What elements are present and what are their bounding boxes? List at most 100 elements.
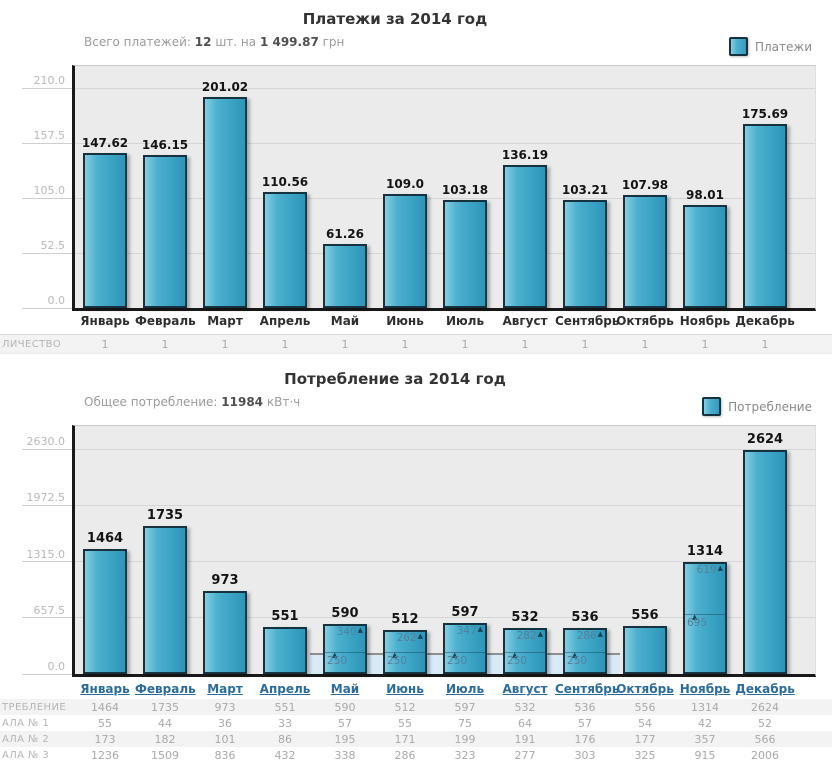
legend-swatch-icon <box>702 397 722 416</box>
table-cell: 277 <box>514 748 536 762</box>
gridline <box>75 197 815 199</box>
x-axis-labels-payments: Январь Февраль Март Апрель Май Июнь Июль Август… <box>75 314 795 330</box>
bar-value-label: 1464 <box>86 531 124 546</box>
month-links-row: Январь Февраль Март Апрель Май Июнь Июль Август… <box>75 679 795 699</box>
bar-Май <box>323 244 367 308</box>
segment-lower-value: 250 <box>507 655 528 667</box>
x-label-Июнь: Июнь <box>386 314 424 328</box>
bar-Январь <box>83 153 127 308</box>
month-link-Апрель[interactable]: Апрель <box>259 682 311 696</box>
x-label-Май: Май <box>330 314 360 328</box>
table-cell: 303 <box>574 748 596 762</box>
bar-Октябрь <box>623 195 667 308</box>
chart-subtitle-payments: Всего платежей: 12 шт. на 1 499.87 грн <box>84 35 345 49</box>
chart-subtitle-consumption: Общее потребление: 11984 кВт·ч <box>84 395 301 409</box>
y-tick-label: 0.0 <box>47 660 66 673</box>
month-link-Октябрь[interactable]: Октябрь <box>616 682 674 696</box>
table-cell: 357 <box>694 732 716 746</box>
count-cell: 1 <box>161 337 169 351</box>
bar-value-label: 556 <box>631 608 659 623</box>
gridline <box>22 197 72 199</box>
bar-value-label: 2624 <box>746 432 784 447</box>
gridline <box>22 561 72 562</box>
table-cell: 191 <box>514 732 536 746</box>
count-cell: 1 <box>401 337 409 351</box>
count-cell: 1 <box>521 337 529 351</box>
y-tick-label: 157.5 <box>33 129 66 142</box>
table-cell: 57 <box>338 716 352 730</box>
bar-Июль <box>443 200 487 308</box>
bar-Февраль <box>143 155 187 308</box>
gridline <box>22 617 72 619</box>
month-link-Март[interactable]: Март <box>207 682 243 696</box>
gridline <box>22 504 72 506</box>
bar-value-label: 146.15 <box>141 138 189 152</box>
table-cell: 173 <box>94 732 116 746</box>
table-cell: 57 <box>578 716 592 730</box>
payments-count-row: ЛИЧЕСТВО 1 1 1 1 1 1 1 1 1 1 1 1 <box>0 334 832 354</box>
y-tick-label: 52.5 <box>40 239 66 252</box>
consumption-chart-section: Потребление за 2014 год Общее потреблени… <box>0 354 832 763</box>
table-cell: 1464 <box>91 700 119 714</box>
table-row-label: АЛА № 1 <box>2 717 50 729</box>
month-link-Август[interactable]: Август <box>502 682 548 696</box>
x-label-Сентябрь: Сентябрь <box>555 314 620 328</box>
bar-Июнь: 262 ▲ ▲ 250 <box>383 630 427 674</box>
month-link-Декабрь[interactable]: Декабрь <box>735 682 795 696</box>
month-link-Июль[interactable]: Июль <box>445 682 485 696</box>
table-cell: 1314 <box>691 700 719 714</box>
count-cell: 1 <box>581 337 589 351</box>
bar-value-label: 590 <box>331 606 359 621</box>
table-cell: 536 <box>574 700 596 714</box>
bar-value-label: 201.02 <box>201 80 249 94</box>
segment-marker-icon: ▲ <box>692 613 698 621</box>
gridline <box>75 87 815 89</box>
table-cell: 55 <box>98 716 112 730</box>
bar-Февраль <box>143 526 187 674</box>
x-label-Декабрь: Декабрь <box>735 314 795 328</box>
month-link-Январь[interactable]: Январь <box>80 682 130 696</box>
bar-Май: 340 ▲ ▲ 250 <box>323 624 367 674</box>
y-tick-label: 0.0 <box>47 294 66 307</box>
table-cell: 512 <box>394 700 416 714</box>
bar-value-label: 532 <box>511 610 539 625</box>
chart-title-consumption: Потребление за 2014 год <box>284 370 506 388</box>
segment-lower-value: 250 <box>567 655 588 667</box>
y-tick-label: 1315.0 <box>26 547 66 561</box>
y-tick-label: 657.5 <box>33 603 66 617</box>
segment-lower-value: 250 <box>327 655 348 667</box>
count-cell: 1 <box>101 337 109 351</box>
bar-Декабрь <box>743 450 787 674</box>
table-row: АЛА № 3 1236 1509 836 432 338 286 323 277 303 325 9… <box>0 747 832 763</box>
table-cell: 33 <box>278 716 292 730</box>
count-cell: 1 <box>641 337 649 351</box>
bar-value-label: 1314 <box>686 544 724 559</box>
table-cell: 915 <box>694 748 716 762</box>
gridline <box>22 307 72 309</box>
x-label-Октябрь: Октябрь <box>616 314 674 328</box>
segment-marker-icon: ▲ <box>512 651 518 659</box>
count-cell: 1 <box>461 337 469 351</box>
bar-value-label: 1735 <box>146 508 184 523</box>
bar-value-label: 551 <box>271 609 299 624</box>
table-cell: 52 <box>758 716 772 730</box>
table-cell: 590 <box>334 700 356 714</box>
bar-Январь <box>83 549 127 674</box>
table-row-label: АЛА № 3 <box>2 749 50 761</box>
count-cell: 1 <box>761 337 769 351</box>
gridline <box>22 87 72 89</box>
bar-value-label: 136.19 <box>501 148 549 162</box>
month-link-Май[interactable]: Май <box>330 682 360 696</box>
month-link-Ноябрь[interactable]: Ноябрь <box>679 682 731 696</box>
legend-label: Потребление <box>728 399 812 414</box>
x-label-Февраль: Февраль <box>135 314 196 328</box>
month-link-Февраль[interactable]: Февраль <box>135 682 196 696</box>
month-link-Сентябрь[interactable]: Сентябрь <box>555 682 620 696</box>
x-label-Июль: Июль <box>445 314 485 328</box>
month-link-Июнь[interactable]: Июнь <box>386 682 424 696</box>
table-cell: 286 <box>394 748 416 762</box>
segment-marker-icon: ▲ <box>572 651 578 659</box>
count-cell: 1 <box>221 337 229 351</box>
legend-label: Платежи <box>754 39 812 54</box>
table-cell: 64 <box>518 716 532 730</box>
